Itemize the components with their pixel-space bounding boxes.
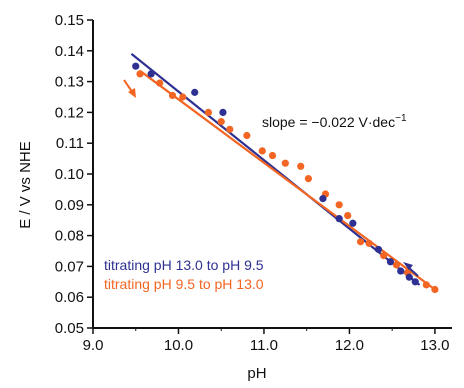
data-point-blue — [374, 245, 383, 254]
y-tick-label: 0.07 — [55, 258, 84, 275]
slope-annotation-superscript: −1 — [395, 113, 407, 124]
x-tick-label: 9.0 — [83, 337, 104, 354]
data-point-orange — [422, 281, 430, 289]
data-point-orange — [297, 162, 305, 170]
data-point-orange — [136, 70, 144, 78]
x-tick-label: 12.0 — [335, 337, 364, 354]
y-tick-label: 0.13 — [55, 74, 84, 91]
orange-arrow — [123, 79, 136, 98]
data-point-blue — [397, 267, 405, 275]
data-point-blue — [132, 62, 140, 70]
fit-line-blue — [130, 53, 421, 286]
x-tick-label: 11.0 — [250, 337, 278, 354]
data-point-orange — [335, 201, 343, 209]
data-point-blue — [335, 215, 343, 223]
data-point-orange — [156, 79, 164, 87]
legend-entry-blue: titrating pH 13.0 to pH 9.5 — [104, 257, 264, 273]
data-points — [132, 62, 439, 294]
data-point-blue — [147, 70, 155, 78]
data-point-blue — [219, 108, 227, 116]
data-point-orange — [243, 131, 251, 140]
data-point-orange — [268, 151, 277, 160]
y-tick-label: 0.08 — [55, 228, 84, 245]
data-point-orange — [226, 125, 234, 133]
data-point-orange — [344, 211, 352, 220]
blue-arrow — [403, 262, 419, 277]
data-point-orange — [392, 261, 401, 269]
data-point-blue — [405, 273, 413, 281]
data-point-orange — [304, 175, 312, 183]
data-point-orange — [281, 159, 289, 167]
data-point-blue — [411, 278, 419, 286]
y-tick-label: 0.14 — [55, 43, 84, 60]
data-point-blue — [319, 195, 327, 203]
x-axis-title: pH — [247, 365, 266, 382]
ticks: 0.05 0.06 0.07 0.08 0.09 0.10 0.11 0.12 0.13 0.14… — [55, 12, 450, 354]
fit-lines — [130, 53, 436, 291]
y-tick-label: 0.09 — [55, 197, 84, 214]
data-point-blue — [386, 258, 395, 266]
data-point-orange — [217, 118, 225, 126]
x-tick-label: 13.0 — [420, 337, 449, 354]
y-tick-label: 0.12 — [55, 104, 84, 121]
data-point-orange — [365, 239, 373, 247]
y-axis-title: E / V vs NHE — [17, 141, 34, 229]
legend-entry-orange: titrating pH 9.5 to pH 13.0 — [104, 276, 264, 292]
y-tick-label: 0.10 — [55, 166, 84, 183]
data-point-orange — [380, 252, 388, 260]
y-tick-label: 0.05 — [55, 320, 84, 337]
data-point-orange — [258, 147, 266, 155]
data-point-orange — [179, 93, 187, 101]
data-point-orange — [168, 91, 177, 100]
slope-annotation: slope = −0.022 V·dec−1 — [262, 113, 407, 130]
y-tick-label: 0.15 — [55, 12, 84, 29]
x-tick-label: 10.0 — [164, 337, 193, 354]
data-point-orange — [356, 238, 365, 246]
data-point-blue — [191, 88, 199, 96]
y-tick-label: 0.06 — [55, 289, 84, 306]
data-point-blue — [349, 219, 357, 227]
y-tick-label: 0.11 — [56, 135, 84, 152]
slope-annotation-text: slope = −0.022 V·dec — [262, 114, 395, 130]
data-point-orange — [204, 108, 212, 116]
data-point-orange — [431, 285, 439, 294]
